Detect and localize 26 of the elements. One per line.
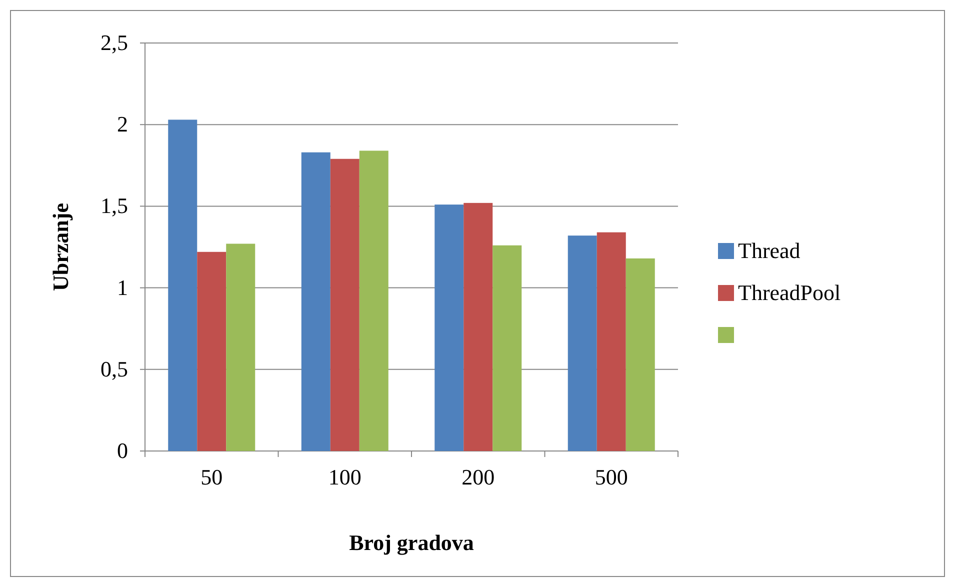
bar (568, 236, 597, 451)
bar (359, 150, 388, 451)
x-tick-label: 50 (200, 464, 223, 490)
bar (464, 202, 493, 451)
bar (197, 252, 226, 451)
y-tick-label: 0,5 (100, 356, 128, 382)
bar (226, 244, 256, 451)
bar (434, 204, 464, 451)
y-tick-label: 1 (117, 274, 128, 300)
y-axis-title: Ubrzanje (48, 202, 73, 291)
y-tick-label: 1,5 (100, 193, 128, 218)
bar (301, 152, 330, 451)
x-tick-label: 200 (462, 464, 495, 490)
bar (168, 120, 198, 451)
bar (626, 258, 655, 451)
x-tick-label: 100 (328, 464, 362, 490)
y-tick-label: 2 (117, 112, 128, 137)
x-axis-title: Broj gradova (349, 530, 474, 555)
legend-label: Thread (738, 238, 800, 263)
x-tick-label: 500 (594, 464, 628, 490)
bar (596, 232, 626, 451)
y-tick-label: 0 (117, 438, 128, 464)
bar (492, 245, 522, 451)
bar (330, 158, 360, 451)
y-tick-label: 2,5 (100, 30, 128, 56)
legend-label: ThreadPool (738, 280, 841, 305)
